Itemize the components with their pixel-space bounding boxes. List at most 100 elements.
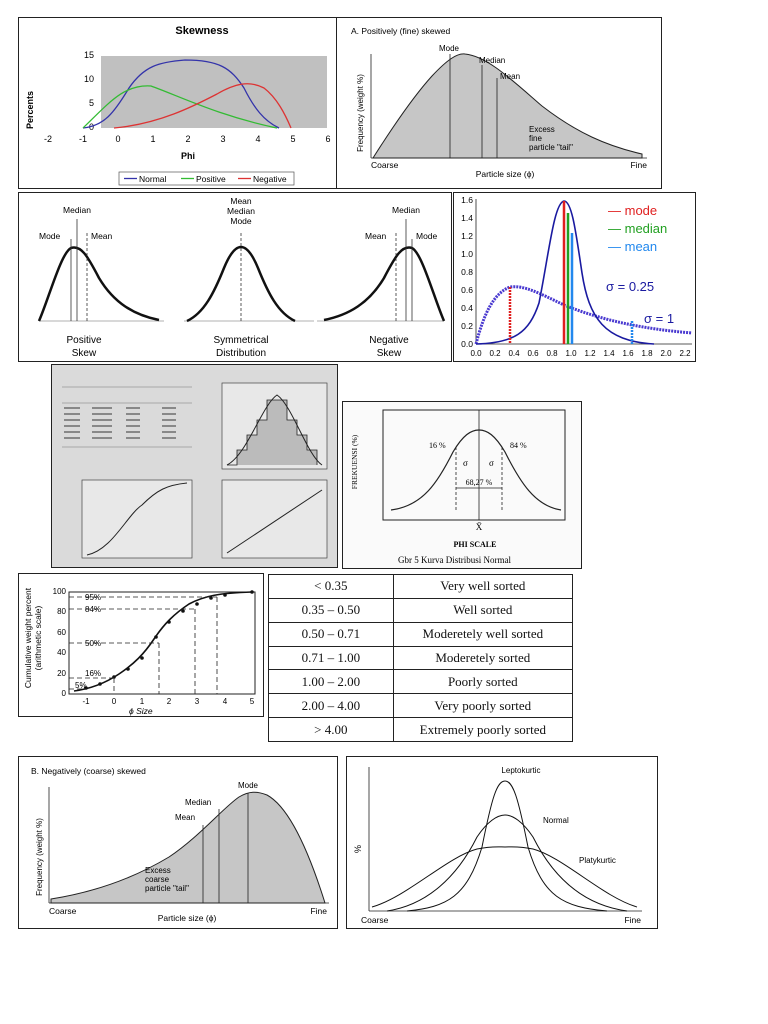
leptokurtic-label: Leptokurtic [501, 766, 540, 775]
ytick: 1.6 [461, 195, 473, 205]
skewness-chart-panel: Skewness Percents 0 5 10 15 -2 -1 0 1 2 … [18, 17, 337, 189]
y-ticks: 0.0 0.2 0.4 0.6 0.8 1.0 1.2 1.4 1.6 [461, 195, 473, 349]
median-label: Median [479, 56, 505, 65]
xtick: 0.4 [508, 349, 520, 358]
sorting-row: 0.50 – 0.71 Moderetely well sorted [268, 621, 574, 647]
xtick: 4 [255, 134, 260, 144]
fine-label: Fine [624, 915, 641, 925]
xtick: 1.8 [641, 349, 653, 358]
sigma-left: σ [463, 458, 468, 468]
xtick: 2 [167, 697, 172, 706]
mean-label: Mean [500, 72, 520, 81]
normal-label: Normal [543, 816, 569, 825]
negative-skew-title: B. Negatively (coarse) skewed [31, 766, 146, 776]
distribution-curve [372, 53, 643, 159]
mean-label: Mean [365, 231, 387, 241]
xtick: 5 [250, 697, 255, 706]
xtick: -1 [82, 697, 90, 706]
percent-label: % [353, 845, 363, 853]
mode-label: Mode [230, 216, 252, 226]
median-label: Median [392, 205, 420, 215]
ytick: 0.4 [461, 303, 473, 313]
kurtosis-panel: % Leptokurtic Normal Platykurtic Coarse … [346, 756, 658, 929]
x-ticks: -1 0 1 2 3 4 5 [82, 697, 254, 706]
tail-label: Excess [529, 125, 555, 134]
skewness-xlabel: Phi [181, 151, 195, 161]
sorting-row: > 4.00 Extremely poorly sorted [268, 717, 574, 742]
xtick: 3 [220, 134, 225, 144]
leptokurtic-curve [406, 780, 608, 912]
ytick: 5 [89, 98, 94, 108]
legend [118, 171, 295, 186]
scanned-cumulative-curve [81, 479, 193, 559]
figure-caption: Gbr 5 Kurva Distribusi Normal [398, 555, 511, 565]
negative-skew-ylabel: Frequency (weight %) [35, 818, 44, 896]
ytick: 0.0 [461, 339, 473, 349]
sorting-class-cell: Well sorted [392, 597, 574, 623]
legend-normal: Normal [139, 174, 167, 184]
legend-positive: Positive [196, 174, 226, 184]
lognormal-chart: 0.0 0.2 0.4 0.6 0.8 1.0 1.2 1.4 1.6 0.0 … [461, 195, 693, 358]
pct-5-label: 5% [75, 681, 87, 690]
xtick: 0.8 [546, 349, 558, 358]
xtick: 5 [290, 134, 295, 144]
median-label: Median [63, 205, 91, 215]
normal-series-line [82, 59, 280, 129]
cumulative-chart: Cumulative weight percent (arithmetic sc… [23, 587, 256, 716]
xtick: 2.0 [660, 349, 672, 358]
ytick: 100 [53, 587, 67, 596]
tail-label: particle "tail" [529, 143, 573, 152]
x-ticks: -2 -1 0 1 2 3 4 5 6 [44, 134, 331, 144]
xtick: 2 [185, 134, 190, 144]
sorting-class-cell: Moderetely sorted [392, 645, 574, 671]
positive-skew-title: A. Positively (fine) skewed [351, 26, 450, 36]
sigma-1-label: σ = 1 [644, 311, 674, 326]
mean-symbol: X̄ [476, 522, 483, 532]
sorting-range-cell: 0.50 – 0.71 [268, 621, 394, 647]
tail-label: Excess [145, 866, 171, 875]
symmetric-caption: Distribution [216, 348, 266, 359]
ytick: 40 [57, 648, 66, 657]
pct-84-label: 84 % [510, 441, 527, 450]
sorting-row: < 0.35 Very well sorted [268, 574, 574, 599]
ytick: 0.2 [461, 321, 473, 331]
positive-caption: Positive [66, 335, 101, 346]
xtick: 1.2 [584, 349, 596, 358]
xtick: 0.2 [489, 349, 501, 358]
mode-label: Mode [39, 231, 61, 241]
ytick: 1.4 [461, 213, 473, 223]
sorting-row: 0.71 – 1.00 Moderetely sorted [268, 645, 574, 671]
pct-84-label: 84% [85, 605, 101, 614]
ytick: 80 [57, 607, 66, 616]
xtick: 0 [115, 134, 120, 144]
xtick: 1.0 [565, 349, 577, 358]
xtick: 1 [150, 134, 155, 144]
percentile-guides [69, 596, 218, 694]
x-ticks: 0.0 0.2 0.4 0.6 0.8 1.0 1.2 1.4 1.6 1.8 … [470, 349, 691, 358]
negative-caption: Skew [377, 348, 402, 359]
legend-negative: Negative [253, 174, 287, 184]
sorting-table: < 0.35 Very well sorted 0.35 – 0.50 Well so… [268, 574, 574, 742]
particle-size-label: Particle size (ϕ) [476, 169, 535, 179]
negative-skew-diagram: B. Negatively (coarse) skewed Frequency … [31, 766, 329, 923]
skewness-title: Skewness [175, 25, 228, 37]
scanned-table [62, 386, 192, 448]
skew-types-diagram: Median Mode Mean Positive Skew Mean Medi… [37, 196, 446, 359]
sorting-range-cell: 0.71 – 1.00 [268, 645, 394, 671]
ytick: 20 [57, 669, 66, 678]
fine-label: Fine [630, 160, 647, 170]
legend-mode: — mode [608, 203, 657, 218]
ytick: 60 [57, 628, 66, 637]
legend-median: — median [608, 221, 667, 236]
normal-curve-diagram: FREKUENSI (%) 16 % 84 % σ σ 68,27 % X̄ P… [350, 409, 566, 565]
scanned-table-rows [64, 407, 176, 439]
phi-scale-label: PHI SCALE [454, 540, 497, 549]
xtick: 2.2 [679, 349, 691, 358]
cumulative-curve-panel: Cumulative weight percent (arithmetic sc… [18, 573, 264, 717]
skewness-chart: Skewness Percents 0 5 10 15 -2 -1 0 1 2 … [25, 25, 331, 186]
distribution-curve [50, 791, 326, 904]
sorting-rows: < 0.35 Very well sorted 0.35 – 0.50 Well so… [268, 574, 574, 742]
xtick: 1 [140, 697, 145, 706]
mode-label: Mode [238, 781, 259, 790]
positive-skew-panel: A. Positively (fine) skewed Frequency (w… [336, 17, 662, 189]
